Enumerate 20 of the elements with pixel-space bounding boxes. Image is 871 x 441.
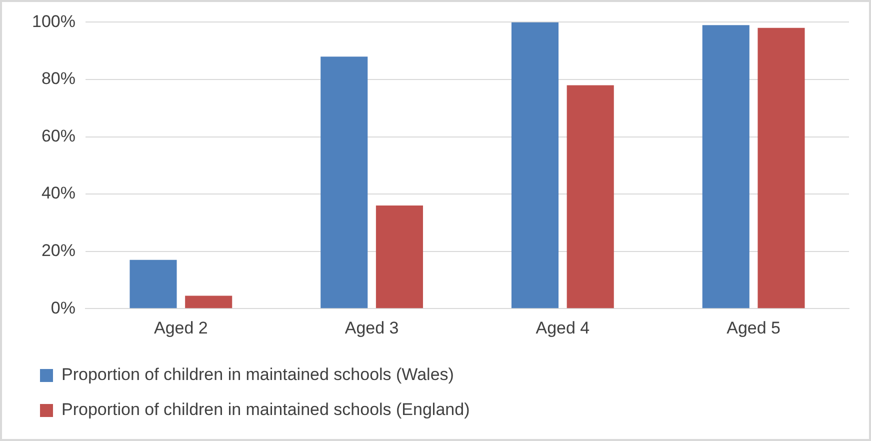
bar — [511, 22, 559, 308]
bar — [758, 28, 805, 308]
y-tick-label: 20% — [41, 241, 76, 260]
legend-label: Proportion of children in maintained schools (Wales) — [62, 365, 454, 384]
x-tick-label: Aged 5 — [726, 318, 781, 338]
bar — [320, 56, 368, 308]
x-tick-label: Aged 3 — [344, 318, 399, 338]
x-tick-label: Aged 2 — [154, 318, 208, 338]
y-tick-label: 0% — [50, 298, 76, 318]
x-tick-label: Aged 4 — [536, 318, 590, 338]
legend-label: Proportion of children in maintained schools (England) — [62, 400, 470, 420]
y-tick-label: 80% — [41, 69, 76, 88]
bar — [130, 260, 177, 308]
y-tick-label: 100% — [32, 12, 76, 31]
bar — [566, 85, 614, 308]
bar — [185, 296, 232, 308]
bar — [702, 25, 750, 308]
bar — [376, 205, 424, 308]
y-tick-label: 40% — [41, 184, 76, 203]
y-tick-label: 60% — [41, 126, 76, 146]
